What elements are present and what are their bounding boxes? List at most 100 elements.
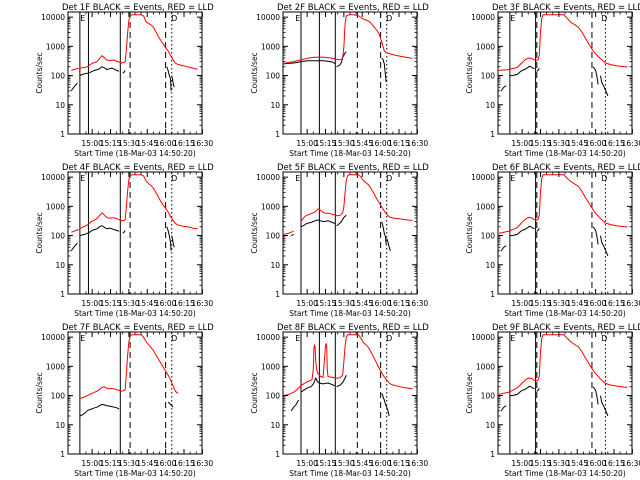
plot-frame <box>282 171 418 295</box>
series-lld-line <box>283 230 294 235</box>
x-tick-label: 15:15 <box>315 299 337 308</box>
x-axis-label: Start Time (18-Mar-03 14:50:20) <box>289 469 411 478</box>
series-lld-line <box>71 68 79 71</box>
x-tick-label: 15:45 <box>566 459 588 468</box>
x-tick-label: 15:30 <box>333 299 355 308</box>
y-tick-label: 10 <box>55 101 65 110</box>
panel-det-4f: Det 4F BLACK = Events, RED = LLD 1 10 100 10… <box>35 163 214 318</box>
series-events-line <box>600 395 609 417</box>
y-tick-label: 100 <box>51 72 66 81</box>
y-tick-label: 100 <box>481 392 496 401</box>
x-tick-label: 16:00 <box>585 459 607 468</box>
x-tick-label: 15:45 <box>351 299 373 308</box>
x-tick-label: 16:15 <box>603 459 625 468</box>
marker-label: E <box>80 14 85 23</box>
y-tick-label: 100 <box>266 232 281 241</box>
series-events-line <box>381 57 387 83</box>
series-events-line <box>592 66 599 85</box>
y-axis-label: Counts/sec <box>465 372 474 413</box>
x-tick-label: 16:00 <box>370 139 392 148</box>
marker-label: E <box>510 174 515 183</box>
x-tick-label: 15:15 <box>530 139 552 148</box>
series-events-line <box>290 399 300 412</box>
y-tick-label: 1000 <box>261 362 280 371</box>
series-events-line <box>500 405 507 412</box>
series-events-line <box>79 66 120 77</box>
y-tick-label: 1000 <box>261 202 280 211</box>
plot-area <box>498 12 628 134</box>
x-tick-label: 15:30 <box>548 459 570 468</box>
x-tick-label: 15:00 <box>81 139 103 148</box>
x-tick-label: 15:45 <box>351 139 373 148</box>
x-tick-label: 15:00 <box>296 459 318 468</box>
series-events-line <box>336 214 347 227</box>
x-tick-label: 16:00 <box>585 139 607 148</box>
y-tick-label: 100 <box>266 392 281 401</box>
y-tick-label: 10000 <box>471 333 495 342</box>
y-axis-label: Counts/sec <box>250 372 259 413</box>
marker-label: E <box>80 174 85 183</box>
series-lld-line <box>498 174 628 234</box>
x-tick-label: 16:00 <box>370 299 392 308</box>
series-events-line <box>381 393 390 417</box>
plot-frame <box>282 331 418 455</box>
series-events-line <box>509 225 535 237</box>
x-axis-label: Start Time (18-Mar-03 14:50:20) <box>289 309 411 318</box>
plot-frame <box>67 331 203 455</box>
series-events-line <box>536 67 540 72</box>
marker-label: E <box>295 174 300 183</box>
x-tick-label: 16:00 <box>155 139 177 148</box>
panel-title: Det 9F BLACK = Events, RED = LLD <box>492 323 640 333</box>
plot-area <box>70 172 198 294</box>
marker-label: E <box>295 334 300 343</box>
series-events-line <box>509 385 535 397</box>
y-tick-label: 10 <box>485 421 495 430</box>
series-events-line <box>122 70 126 74</box>
plot-area <box>70 12 198 134</box>
panel-title: Det 4F BLACK = Events, RED = LLD <box>62 163 214 173</box>
series-events-line <box>600 75 609 97</box>
marker-label: D <box>171 334 177 343</box>
y-tick-label: 1 <box>275 290 280 299</box>
x-tick-label: 15:15 <box>100 139 122 148</box>
x-tick-label: 15:00 <box>296 299 318 308</box>
y-axis-label: Counts/sec <box>35 52 44 93</box>
y-axis-label: Counts/sec <box>250 52 259 93</box>
x-tick-label: 15:15 <box>100 459 122 468</box>
x-tick-label: 16:30 <box>622 459 640 468</box>
x-tick-label: 15:45 <box>566 139 588 148</box>
x-tick-label: 15:00 <box>511 299 533 308</box>
series-events-line <box>600 235 609 257</box>
x-tick-label: 15:45 <box>351 459 373 468</box>
marker-label: D <box>601 174 607 183</box>
y-tick-label: 1 <box>490 450 495 459</box>
y-tick-label: 1000 <box>476 202 495 211</box>
series-events-line <box>166 66 172 91</box>
y-tick-label: 10000 <box>41 333 65 342</box>
y-tick-label: 10000 <box>256 173 280 182</box>
series-events-line <box>70 242 78 252</box>
series-events-line <box>171 75 175 88</box>
y-tick-label: 100 <box>266 72 281 81</box>
plot-area <box>283 172 413 294</box>
marker-label: D <box>386 14 392 23</box>
y-tick-label: 10000 <box>41 173 65 182</box>
y-tick-label: 1000 <box>46 362 65 371</box>
x-tick-label: 16:30 <box>407 459 429 468</box>
x-axis-label: Start Time (18-Mar-03 14:50:20) <box>74 469 196 478</box>
series-events-line <box>171 235 175 248</box>
series-events-line <box>386 238 391 251</box>
x-tick-label: 15:15 <box>100 299 122 308</box>
x-tick-label: 16:15 <box>173 299 195 308</box>
x-tick-label: 16:30 <box>622 139 640 148</box>
panel-title: Det 6F BLACK = Events, RED = LLD <box>492 163 640 173</box>
panel-det-9f: Det 9F BLACK = Events, RED = LLD 1 10 100 10… <box>465 323 640 478</box>
x-tick-label: 16:30 <box>407 299 429 308</box>
series-events-line <box>70 82 78 92</box>
x-tick-label: 15:30 <box>333 139 355 148</box>
marker-label: E <box>510 14 515 23</box>
panel-title: Det 7F BLACK = Events, RED = LLD <box>62 323 214 333</box>
y-axis-label: Counts/sec <box>465 52 474 93</box>
x-tick-label: 15:30 <box>118 299 140 308</box>
